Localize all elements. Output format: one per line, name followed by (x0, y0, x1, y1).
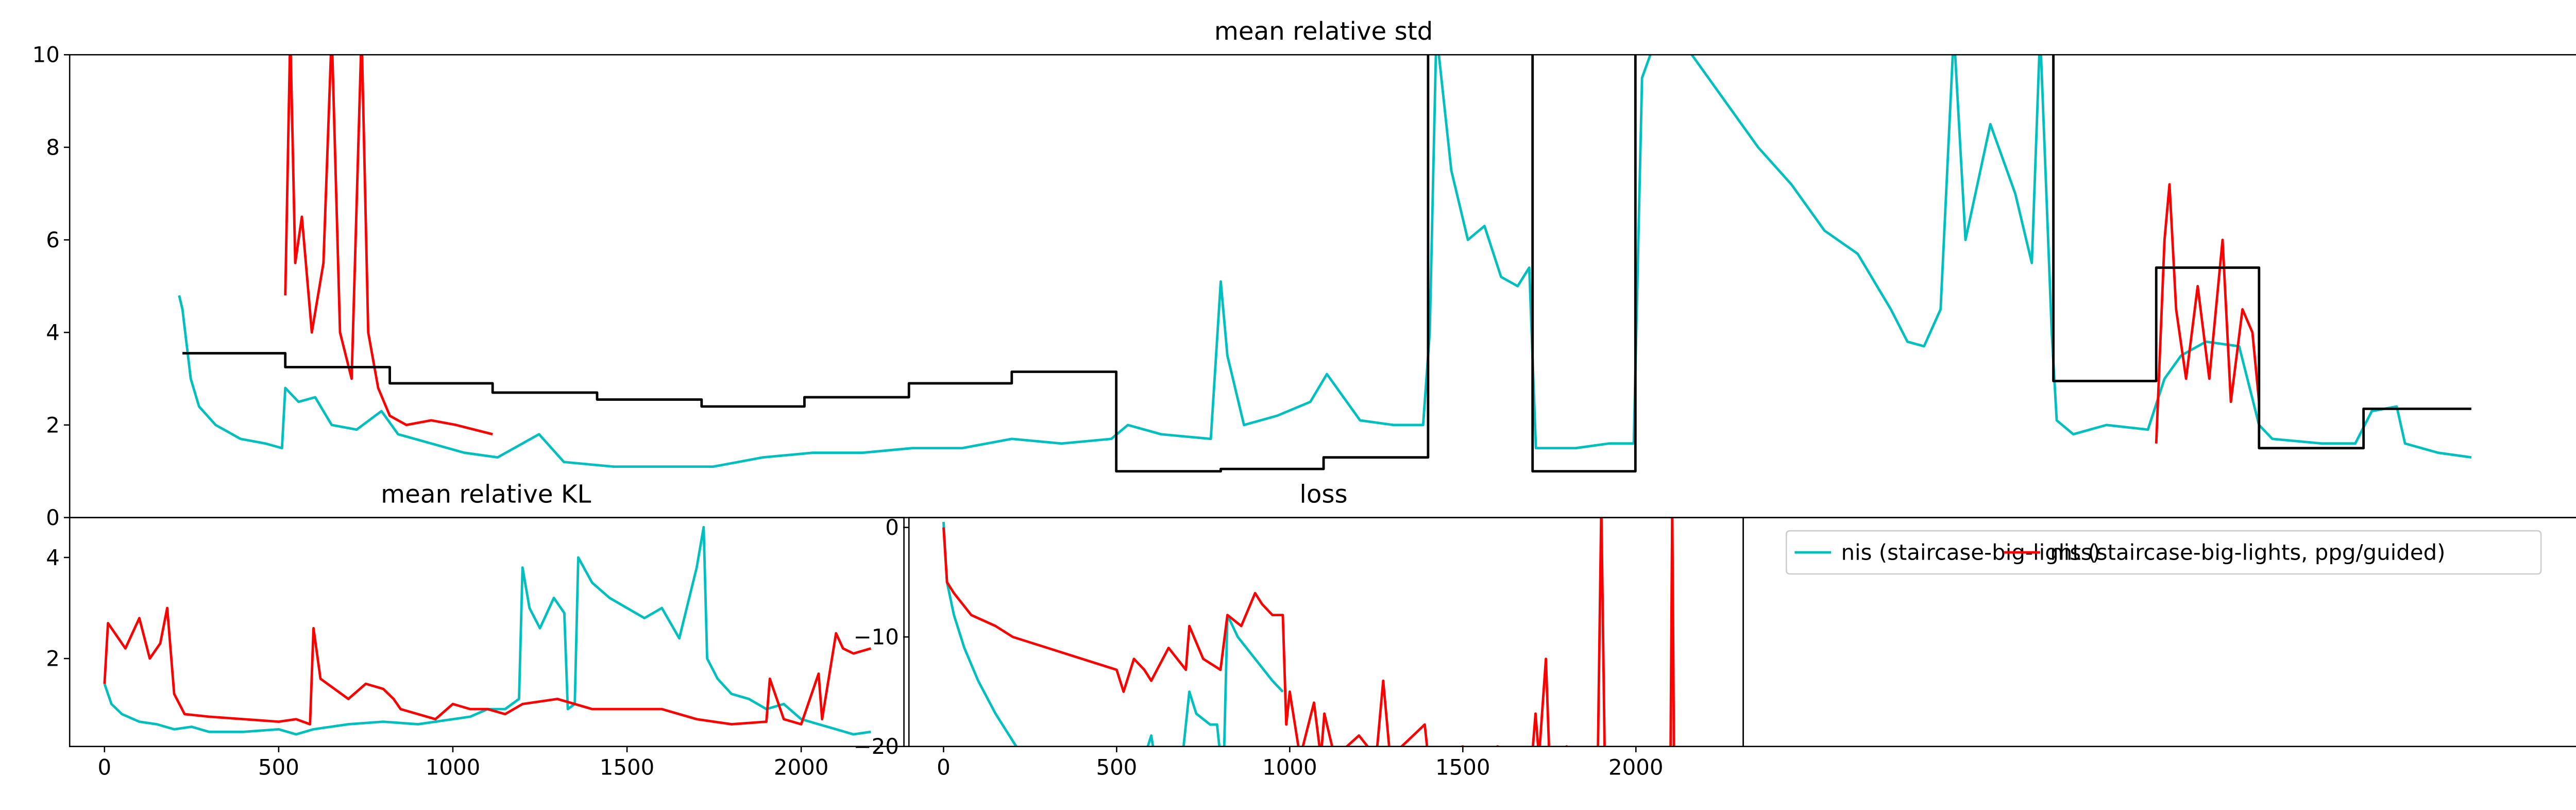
data-line (103, 606, 872, 725)
x-tick-label: 2000 (1608, 754, 1664, 780)
x-tick-label: 0 (937, 754, 951, 780)
y-tick-label: 6 (46, 227, 60, 252)
axes-title: mean relative std (1214, 17, 1433, 46)
legend-label: nis (staircase-big-lights) (1841, 540, 2100, 565)
data-line (284, 55, 2261, 444)
y-tick-label: −10 (854, 625, 899, 650)
data-line (103, 526, 871, 736)
y-tick-label: 0 (46, 505, 60, 530)
axes-frame (908, 517, 1744, 747)
x-tick-label: 500 (1096, 754, 1137, 780)
x-tick-label: 1500 (1435, 754, 1490, 780)
x-tick-label: 1000 (1262, 754, 1317, 780)
data-line (942, 521, 1284, 747)
data-line (178, 55, 2472, 468)
data-line (182, 55, 2471, 473)
axes-frame (1742, 517, 2576, 747)
x-tick-label: 0 (98, 754, 112, 780)
x-tick-label: 500 (258, 754, 299, 780)
y-tick-label: 2 (46, 412, 60, 437)
x-tick-label: 1500 (600, 754, 655, 780)
axes-title: loss (1299, 480, 1347, 509)
axes-title: mean relative KL (381, 480, 591, 509)
x-tick-label: 2000 (774, 754, 829, 780)
y-tick-label: 8 (46, 134, 60, 160)
y-tick-label: 2 (46, 646, 60, 671)
y-tick-label: 4 (46, 545, 60, 570)
legend-box (1785, 530, 2542, 575)
y-tick-label: −20 (854, 734, 899, 759)
y-tick-label: 10 (32, 42, 60, 68)
axes-frame (69, 517, 905, 747)
data-line (942, 517, 1675, 747)
y-tick-label: 0 (885, 515, 899, 540)
x-tick-label: 1000 (426, 754, 481, 780)
y-tick-label: 4 (46, 320, 60, 345)
legend-label: nis (staircase-big-lights, ppg/guided) (2050, 540, 2445, 565)
